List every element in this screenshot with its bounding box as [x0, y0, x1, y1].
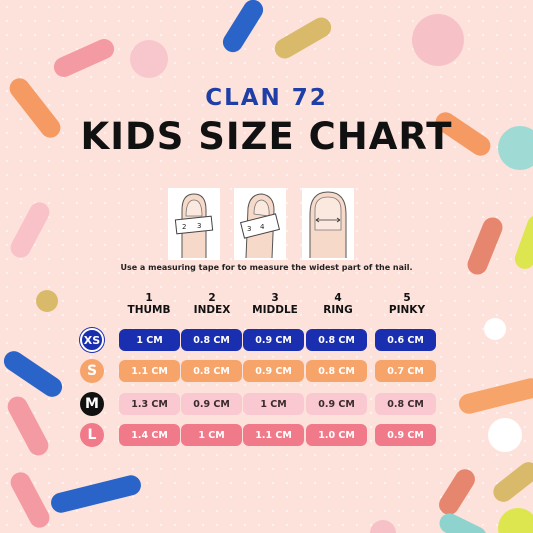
- sprinkle-teal-decoration: [436, 510, 490, 533]
- sprinkle-blue-decoration: [0, 347, 66, 401]
- sprinkle-gold-decoration: [435, 465, 479, 519]
- sprinkle-pink-decoration: [7, 198, 53, 262]
- sprinkle-blue-decoration: [219, 0, 267, 56]
- sprinkle-blue-decoration: [48, 473, 144, 515]
- svg-text:3: 3: [197, 222, 201, 230]
- confetti-dot-decoration: [488, 418, 522, 452]
- size-badge-xs: XS: [80, 328, 104, 352]
- confetti-dot-decoration: [484, 318, 506, 340]
- page-title: KIDS SIZE CHART: [80, 115, 453, 158]
- column-number: 3: [271, 292, 279, 304]
- size-cell-l-thumb: 1.4 CM: [119, 424, 180, 446]
- column-header-pinky: 5 PINKY: [375, 292, 439, 316]
- size-badge-m: M: [80, 392, 104, 416]
- size-cell-s-pinky: 0.7 CM: [375, 360, 436, 382]
- sprinkle-pink-decoration: [4, 393, 52, 459]
- column-number: 1: [145, 292, 153, 304]
- size-cell-l-pinky: 0.9 CM: [375, 424, 436, 446]
- nail-width-illustration: [302, 188, 354, 260]
- svg-text:4: 4: [260, 223, 265, 231]
- svg-text:2: 2: [182, 223, 186, 231]
- size-cell-xs-middle: 0.9 CM: [243, 329, 304, 351]
- size-cell-s-thumb: 1.1 CM: [119, 360, 180, 382]
- brand-name: CLAN 72: [205, 85, 328, 111]
- confetti-dot-decoration: [370, 520, 396, 533]
- column-label: RING: [323, 304, 353, 316]
- size-cell-s-ring: 0.8 CM: [306, 360, 367, 382]
- sprinkle-pink-decoration: [50, 35, 118, 81]
- column-number: 2: [208, 292, 216, 304]
- sprinkle-gold-decoration: [489, 458, 533, 506]
- confetti-dot-decoration: [498, 508, 533, 533]
- size-cell-xs-ring: 0.8 CM: [306, 329, 367, 351]
- column-header-thumb: 1 THUMB: [117, 292, 181, 316]
- size-cell-s-middle: 0.9 CM: [243, 360, 304, 382]
- column-header-middle: 3 MIDDLE: [243, 292, 307, 316]
- column-number: 4: [334, 292, 342, 304]
- size-cell-l-index: 1 CM: [181, 424, 242, 446]
- measure-instruction: Use a measuring tape for to measure the …: [120, 263, 413, 272]
- size-badge-s: S: [80, 359, 104, 383]
- size-cell-m-index: 0.9 CM: [181, 393, 242, 415]
- column-header-index: 2 INDEX: [180, 292, 244, 316]
- column-label: THUMB: [127, 304, 171, 316]
- size-cell-m-middle: 1 CM: [243, 393, 304, 415]
- confetti-dot-decoration: [412, 14, 464, 66]
- svg-text:3: 3: [247, 225, 251, 233]
- size-cell-l-middle: 1.1 CM: [243, 424, 304, 446]
- column-label: MIDDLE: [252, 304, 298, 316]
- size-cell-m-thumb: 1.3 CM: [119, 393, 180, 415]
- size-cell-xs-index: 0.8 CM: [181, 329, 242, 351]
- confetti-dot-decoration: [130, 40, 168, 78]
- sprinkle-gold-decoration: [271, 13, 335, 63]
- confetti-dot-decoration: [36, 290, 58, 312]
- column-label: INDEX: [193, 304, 231, 316]
- measure-index-illustration: 3 4: [234, 188, 286, 260]
- size-cell-m-pinky: 0.8 CM: [375, 393, 436, 415]
- sprinkle-pink-decoration: [7, 468, 53, 532]
- size-cell-s-index: 0.8 CM: [181, 360, 242, 382]
- size-cell-xs-pinky: 0.6 CM: [375, 329, 436, 351]
- column-number: 5: [403, 292, 411, 304]
- size-badge-l: L: [80, 423, 104, 447]
- size-cell-l-ring: 1.0 CM: [306, 424, 367, 446]
- sprinkle-orange-decoration: [456, 376, 533, 416]
- size-cell-xs-thumb: 1 CM: [119, 329, 180, 351]
- column-header-ring: 4 RING: [306, 292, 370, 316]
- size-cell-m-ring: 0.9 CM: [306, 393, 367, 415]
- confetti-dot-decoration: [498, 126, 533, 170]
- measure-thumb-illustration: 2 3: [168, 188, 220, 260]
- column-label: PINKY: [388, 304, 426, 316]
